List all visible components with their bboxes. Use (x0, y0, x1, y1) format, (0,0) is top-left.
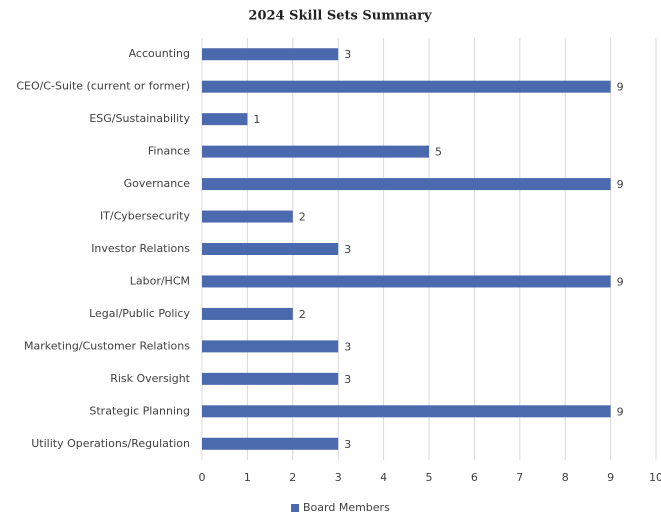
bar (202, 113, 248, 126)
y-tick-label: CEO/C-Suite (current or former) (16, 80, 190, 93)
x-tick-label: 3 (335, 471, 342, 484)
x-tick-label: 10 (649, 471, 661, 484)
bar (202, 372, 339, 385)
data-label: 9 (617, 405, 624, 418)
data-label: 5 (435, 146, 442, 159)
data-label: 3 (344, 340, 351, 353)
bar (202, 405, 611, 418)
x-tick-label: 0 (199, 471, 206, 484)
y-tick-label: Utility Operations/Regulation (31, 437, 190, 450)
x-tick-label: 2 (289, 471, 296, 484)
y-tick-label: Finance (148, 145, 190, 158)
y-tick-label: Investor Relations (91, 242, 190, 255)
y-tick-label: Labor/HCM (130, 274, 190, 287)
data-label: 3 (344, 243, 351, 256)
data-label: 2 (299, 211, 306, 224)
y-tick-label: Governance (124, 177, 191, 190)
x-tick-label: 4 (380, 471, 387, 484)
bar (202, 145, 429, 158)
y-tick-label: Accounting (129, 47, 190, 60)
data-label: 1 (253, 113, 260, 126)
x-tick-label: 1 (244, 471, 251, 484)
data-label: 9 (617, 178, 624, 191)
y-tick-label: Marketing/Customer Relations (24, 339, 190, 352)
legend-label: Board Members (303, 501, 390, 514)
data-label: 2 (299, 308, 306, 321)
bar (202, 210, 293, 223)
y-tick-label: Strategic Planning (89, 404, 190, 417)
bar (202, 275, 611, 288)
data-label: 3 (344, 373, 351, 386)
y-tick-label: Legal/Public Policy (89, 307, 190, 320)
bar (202, 80, 611, 93)
data-label: 3 (344, 48, 351, 61)
y-tick-label: ESG/Sustainability (89, 112, 190, 125)
bar (202, 178, 611, 191)
data-label: 3 (344, 438, 351, 451)
bar (202, 243, 339, 255)
x-tick-label: 6 (471, 471, 478, 484)
bar (202, 48, 339, 61)
bar (202, 437, 339, 450)
data-label: 9 (617, 275, 624, 288)
bar (202, 340, 339, 353)
x-tick-label: 8 (562, 471, 569, 484)
legend-swatch (291, 504, 299, 512)
chart-title: 2024 Skill Sets Summary (248, 9, 432, 24)
x-tick-label: 7 (516, 471, 523, 484)
x-tick-label: 9 (607, 471, 614, 484)
bar (202, 307, 293, 320)
x-tick-label: 5 (426, 471, 433, 484)
data-label: 9 (617, 81, 624, 94)
y-tick-label: IT/Cybersecurity (100, 210, 191, 223)
y-tick-label: Risk Oversight (110, 372, 190, 385)
